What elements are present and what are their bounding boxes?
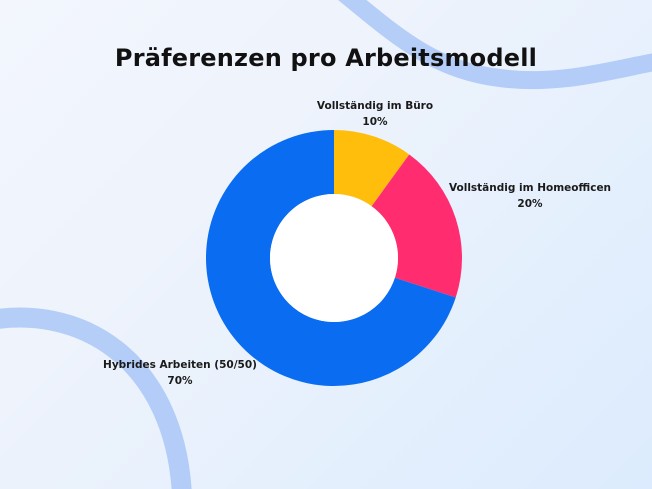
label-home: Vollständig im Homeofficen 20% [445, 180, 615, 212]
label-home-name: Vollständig im Homeofficen [448, 182, 612, 194]
label-office-name: Vollständig im Büro [316, 100, 434, 112]
label-hybrid: Hybrides Arbeiten (50/50) 70% [100, 357, 260, 389]
slice-office [334, 130, 410, 207]
label-office-value: 10% [362, 116, 388, 128]
label-office: Vollständig im Büro 10% [300, 98, 450, 130]
decor-wave-top [338, 0, 652, 90]
decor-arc-bottom-left [0, 307, 192, 489]
label-home-value: 20% [517, 198, 543, 210]
donut-hole [270, 194, 398, 322]
label-hybrid-name: Hybrides Arbeiten (50/50) [103, 359, 257, 371]
label-hybrid-value: 70% [167, 375, 193, 387]
slice-hybrid [206, 130, 456, 386]
slice-home [371, 154, 462, 298]
chart-title: Präferenzen pro Arbeitsmodell [114, 44, 538, 72]
